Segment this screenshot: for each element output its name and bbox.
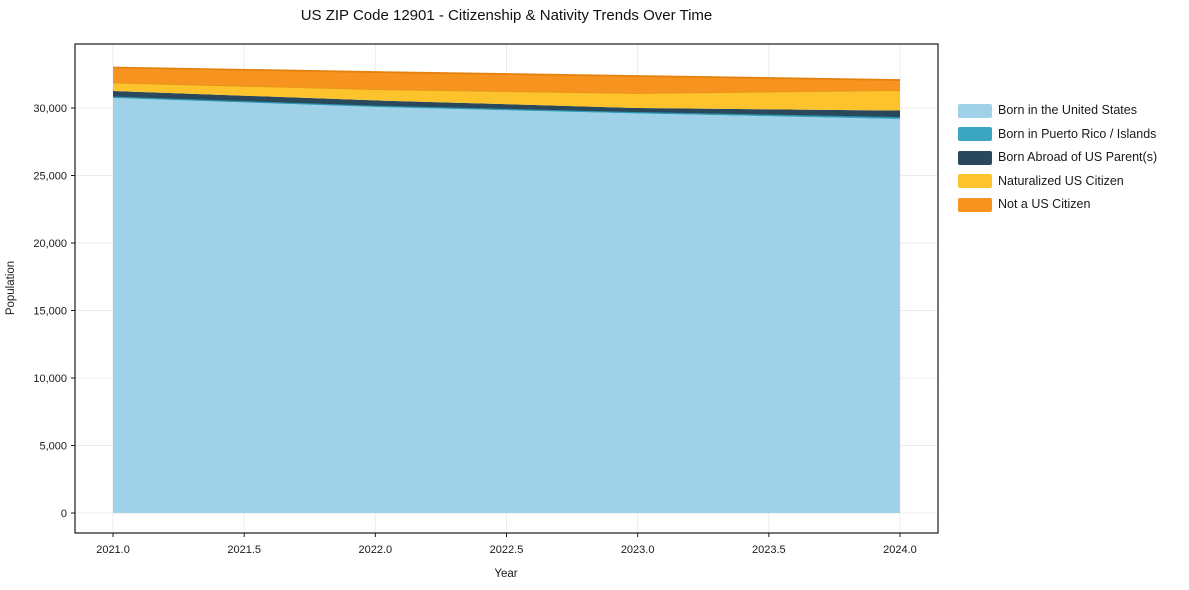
x-tick-label: 2021.5 bbox=[227, 544, 261, 556]
legend-swatch-not-a-us-citizen bbox=[958, 197, 992, 212]
y-tick-label: 10,000 bbox=[33, 373, 67, 385]
y-tick-label: 20,000 bbox=[33, 238, 67, 250]
chart-title: US ZIP Code 12901 - Citizenship & Nativi… bbox=[300, 7, 713, 24]
stacked-areas bbox=[113, 66, 900, 514]
y-tick-label: 5,000 bbox=[39, 440, 67, 452]
legend-swatch-born-abroad-of-us-parent-s bbox=[958, 150, 992, 165]
legend-label: Naturalized US Citizen bbox=[998, 173, 1124, 188]
legend-swatch-naturalized-us-citizen bbox=[958, 174, 992, 188]
legend-label: Not a US Citizen bbox=[998, 197, 1091, 211]
legend-item-born-in-puerto-rico-islands: Born in Puerto Rico / Islands bbox=[958, 126, 1157, 143]
legend-item-not-a-us-citizen: Not a US Citizen bbox=[958, 196, 1157, 213]
x-tick-label: 2023.5 bbox=[752, 544, 786, 556]
x-tick-label: 2022.0 bbox=[359, 544, 393, 556]
legend-label: Born in Puerto Rico / Islands bbox=[998, 126, 1157, 141]
y-axis-label: Population bbox=[5, 261, 17, 315]
x-tick-label: 2021.0 bbox=[96, 544, 130, 556]
x-tick-label: 2023.0 bbox=[621, 544, 655, 556]
y-tick-label: 0 bbox=[61, 508, 67, 520]
axis-ticks: 2021.0 2021.5 2022.0 2022.5 2023.0 2023.5 2024… bbox=[33, 103, 916, 556]
legend-label: Born in the United States bbox=[998, 103, 1137, 117]
legend-item-born-abroad-of-us-parent-s: Born Abroad of US Parent(s) bbox=[958, 149, 1157, 166]
area-naturalized-us-citizen bbox=[113, 82, 900, 111]
area-born-in-the-united-states bbox=[113, 98, 900, 514]
x-axis-label: Year bbox=[494, 568, 517, 580]
x-tick-label: 2022.5 bbox=[490, 544, 524, 556]
area-born-abroad-of-us-parent-s bbox=[113, 90, 900, 118]
legend-item-naturalized-us-citizen: Naturalized US Citizen bbox=[958, 173, 1157, 190]
legend-label: Born Abroad of US Parent(s) bbox=[998, 150, 1158, 164]
y-tick-label: 15,000 bbox=[33, 305, 67, 317]
legend-item-born-in-the-united-states: Born in the United States bbox=[958, 102, 1157, 119]
x-tick-label: 2024.0 bbox=[883, 544, 917, 556]
legend-swatch-born-in-puerto-rico-islands bbox=[958, 127, 992, 141]
legend-swatch-born-in-the-united-states bbox=[958, 103, 992, 118]
area-edge-not-a-us-citizen bbox=[113, 66, 900, 81]
area-not-a-us-citizen bbox=[113, 67, 900, 94]
y-tick-label: 30,000 bbox=[33, 103, 67, 115]
y-tick-label: 25,000 bbox=[33, 170, 67, 182]
legend: Born in the United States Born in Puerto … bbox=[958, 102, 1158, 220]
